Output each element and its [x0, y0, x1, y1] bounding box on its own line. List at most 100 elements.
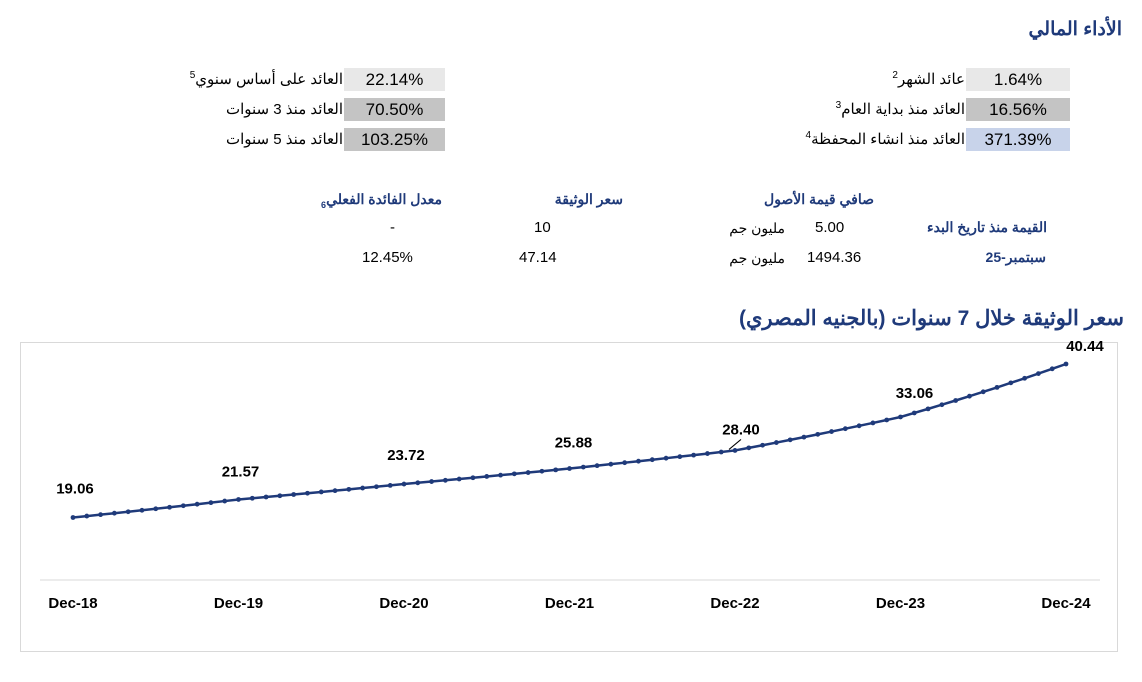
data-point [884, 417, 890, 423]
data-point [925, 406, 931, 412]
x-tick-label: Dec-23 [876, 595, 925, 612]
data-label: 19.06 [56, 481, 94, 498]
data-label: 23.72 [387, 447, 425, 464]
data-point [856, 423, 862, 429]
data-point [484, 474, 490, 479]
return-value-inception: 371.39% [966, 128, 1070, 151]
data-point [277, 493, 283, 499]
data-point [70, 515, 76, 520]
row-unit-current: مليون جم [729, 250, 785, 266]
return-value-3y: 70.50% [344, 98, 445, 121]
data-point [511, 471, 517, 477]
row-label-current: سبتمبر-25 [985, 249, 1046, 265]
data-point [1008, 380, 1014, 386]
row-price-inception: 10 [534, 219, 551, 236]
data-point [1036, 371, 1041, 376]
data-point [208, 500, 214, 506]
data-point [898, 414, 903, 420]
data-point [677, 454, 683, 460]
series-layer [70, 361, 1069, 520]
data-point [994, 384, 1000, 390]
data-point [291, 492, 297, 497]
data-point [870, 420, 876, 426]
data-point [594, 463, 600, 469]
x-tick-label: Dec-24 [1041, 595, 1091, 612]
chart-title: سعر الوثيقة خلال 7 سنوات (بالجنيه المصري… [738, 307, 1124, 330]
header-nav: صافي قيمة الأصول [764, 191, 874, 207]
data-point [787, 437, 793, 443]
return-value-5y: 103.25% [344, 128, 445, 151]
data-label: 28.40 [722, 421, 760, 438]
data-point [718, 449, 724, 455]
data-point [649, 457, 655, 463]
data-point [125, 509, 131, 515]
data-point [153, 506, 159, 512]
data-point [1049, 366, 1055, 372]
data-point [953, 398, 959, 403]
data-point [139, 507, 145, 513]
x-tick-label: Dec-19 [214, 595, 263, 612]
header-rate: معدل الفائدة الفعلي6 [321, 191, 442, 210]
page-title: الأداء المالي [1028, 19, 1122, 40]
data-point [622, 460, 628, 466]
data-point [360, 485, 366, 491]
data-point [456, 476, 462, 482]
data-point [732, 448, 738, 453]
row-price-current: 47.14 [519, 249, 557, 266]
row-nav-inception: 5.00 [815, 219, 845, 236]
row-label-inception: القيمة منذ تاريخ البدء [927, 219, 1047, 235]
x-tick-label: Dec-22 [710, 595, 759, 612]
data-point [691, 452, 697, 458]
data-label: 33.06 [896, 385, 934, 402]
data-point [746, 445, 752, 451]
data-point [401, 481, 407, 487]
return-value-annual: 22.14% [344, 68, 445, 91]
chart-frame [20, 342, 1118, 652]
data-point [980, 389, 986, 395]
data-point [608, 461, 614, 467]
row-rate-inception: - [390, 219, 395, 236]
tick-label-layer: Dec-18 Dec-19 Dec-20 Dec-21 Dec-22 Dec-23 Dec-… [48, 595, 1091, 612]
data-point [194, 501, 200, 507]
return-label-ytd: العائد منذ بداية العام3 [835, 100, 965, 118]
data-point [773, 440, 779, 445]
data-point [1063, 361, 1069, 367]
header-price: سعر الوثيقة [554, 191, 623, 207]
data-point [815, 431, 821, 437]
data-point [553, 467, 559, 473]
data-point [180, 503, 186, 509]
data-point [346, 486, 352, 492]
data-point [498, 472, 503, 478]
row-nav-current: 1494.36 [807, 249, 862, 266]
data-label: 40.44 [1066, 338, 1104, 355]
data-label-layer: 19.06 21.57 23.72 25.88 28.40 33.06 40.44 [56, 338, 1104, 498]
data-point [236, 497, 241, 502]
data-point [580, 464, 586, 470]
data-point [111, 510, 117, 516]
data-point [829, 429, 834, 434]
data-point [98, 512, 103, 518]
data-label: 21.57 [222, 463, 260, 480]
data-point [305, 490, 310, 496]
return-label-5y: العائد منذ 5 سنوات [225, 131, 343, 148]
return-label-inception: العائد منذ انشاء المحفظة4 [805, 130, 965, 148]
row-rate-current: 12.45% [362, 249, 413, 266]
x-tick-label: Dec-21 [545, 595, 594, 612]
data-point [442, 477, 448, 483]
data-point [318, 489, 324, 495]
data-point [249, 495, 255, 501]
data-point [222, 498, 228, 504]
data-point [842, 426, 848, 432]
x-tick-label: Dec-18 [48, 595, 97, 612]
data-point [387, 482, 393, 488]
x-tick-label: Dec-20 [379, 595, 428, 612]
data-point [332, 488, 338, 494]
data-point [939, 402, 945, 408]
data-point [967, 393, 972, 399]
data-point [470, 475, 476, 481]
return-value-ytd: 16.56% [966, 98, 1070, 121]
data-point [539, 468, 545, 474]
return-label-3y: العائد منذ 3 سنوات [225, 101, 343, 118]
data-point [567, 466, 572, 471]
